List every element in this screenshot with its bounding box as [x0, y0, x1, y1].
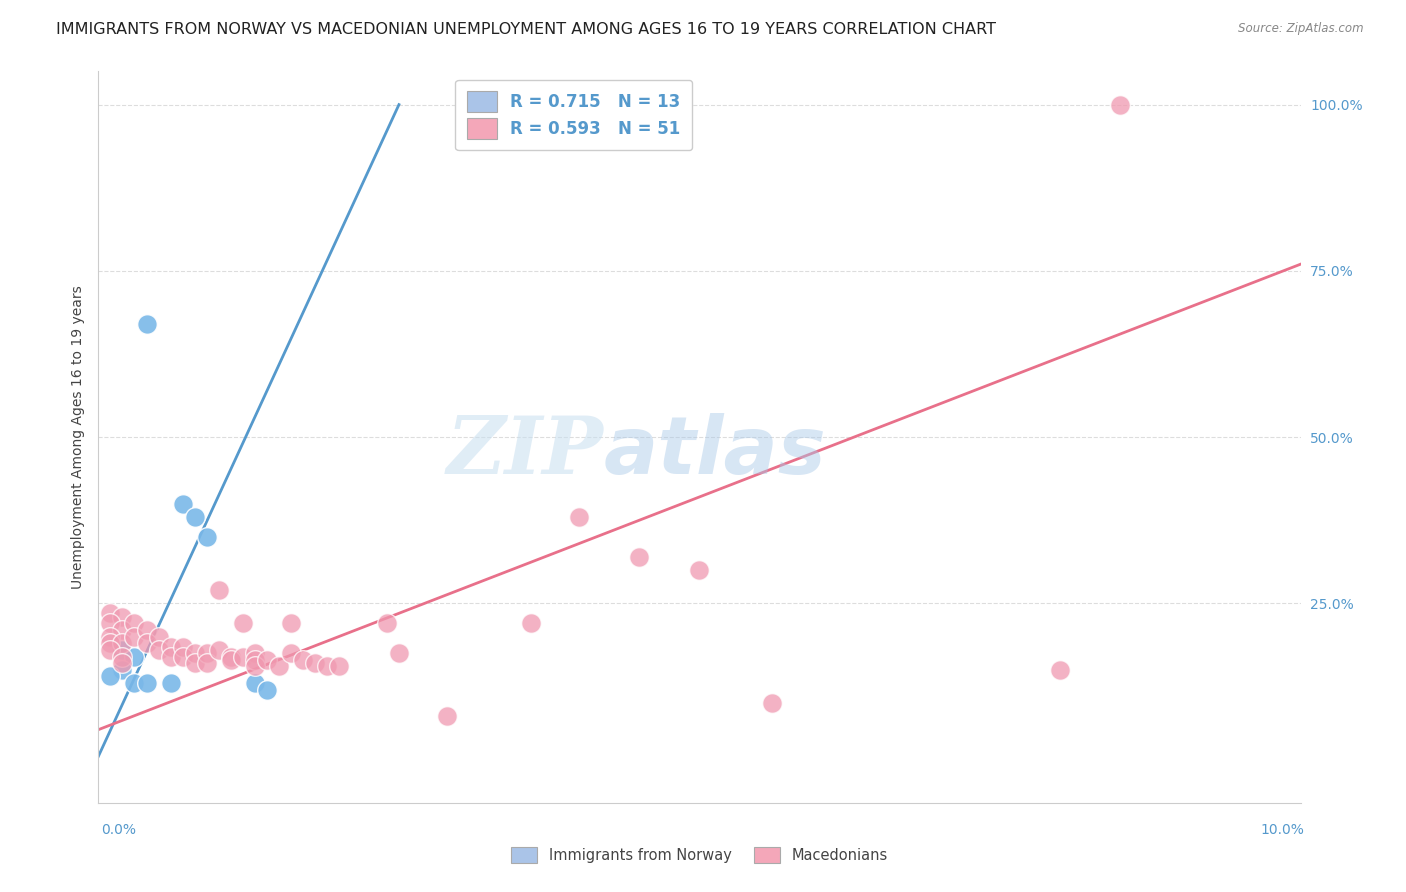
Point	[135, 623, 157, 637]
Point	[219, 653, 242, 667]
Point	[1109, 97, 1132, 112]
Point	[124, 649, 146, 664]
Text: ZIP: ZIP	[447, 413, 603, 491]
Point	[256, 682, 278, 697]
Point	[100, 643, 122, 657]
Point	[111, 609, 134, 624]
Point	[761, 696, 783, 710]
Point	[388, 646, 411, 660]
Point	[183, 646, 205, 660]
Point	[148, 630, 170, 644]
Point	[628, 549, 651, 564]
Point	[219, 649, 242, 664]
Point	[375, 616, 398, 631]
Text: Source: ZipAtlas.com: Source: ZipAtlas.com	[1239, 22, 1364, 36]
Point	[172, 649, 194, 664]
Point	[111, 636, 134, 650]
Point	[520, 616, 543, 631]
Point	[159, 640, 181, 654]
Point	[172, 640, 194, 654]
Point	[111, 643, 134, 657]
Point	[232, 649, 254, 664]
Point	[1049, 663, 1071, 677]
Point	[135, 317, 157, 331]
Text: 10.0%: 10.0%	[1261, 823, 1305, 837]
Point	[328, 659, 350, 673]
Text: IMMIGRANTS FROM NORWAY VS MACEDONIAN UNEMPLOYMENT AMONG AGES 16 TO 19 YEARS CORR: IMMIGRANTS FROM NORWAY VS MACEDONIAN UNE…	[56, 22, 997, 37]
Point	[124, 676, 146, 690]
Point	[291, 653, 314, 667]
Point	[208, 582, 231, 597]
Point	[280, 616, 302, 631]
Point	[100, 636, 122, 650]
Point	[111, 623, 134, 637]
Point	[100, 669, 122, 683]
Point	[315, 659, 337, 673]
Point	[243, 646, 266, 660]
Point	[111, 656, 134, 670]
Text: atlas: atlas	[603, 413, 827, 491]
Point	[124, 616, 146, 631]
Text: 0.0%: 0.0%	[101, 823, 136, 837]
Point	[111, 663, 134, 677]
Point	[243, 676, 266, 690]
Point	[256, 653, 278, 667]
Point	[159, 649, 181, 664]
Y-axis label: Unemployment Among Ages 16 to 19 years: Unemployment Among Ages 16 to 19 years	[70, 285, 84, 589]
Point	[232, 616, 254, 631]
Point	[195, 656, 218, 670]
Point	[568, 509, 591, 524]
Point	[195, 530, 218, 544]
Point	[243, 659, 266, 673]
Point	[267, 659, 290, 673]
Point	[148, 643, 170, 657]
Point	[135, 636, 157, 650]
Point	[689, 563, 711, 577]
Point	[111, 649, 134, 664]
Point	[100, 630, 122, 644]
Point	[243, 653, 266, 667]
Point	[195, 646, 218, 660]
Point	[208, 643, 231, 657]
Point	[135, 676, 157, 690]
Point	[172, 497, 194, 511]
Point	[436, 709, 458, 723]
Point	[100, 607, 122, 621]
Legend: Immigrants from Norway, Macedonians: Immigrants from Norway, Macedonians	[505, 841, 894, 869]
Point	[100, 616, 122, 631]
Point	[183, 656, 205, 670]
Point	[304, 656, 326, 670]
Point	[124, 630, 146, 644]
Point	[183, 509, 205, 524]
Point	[159, 676, 181, 690]
Point	[280, 646, 302, 660]
